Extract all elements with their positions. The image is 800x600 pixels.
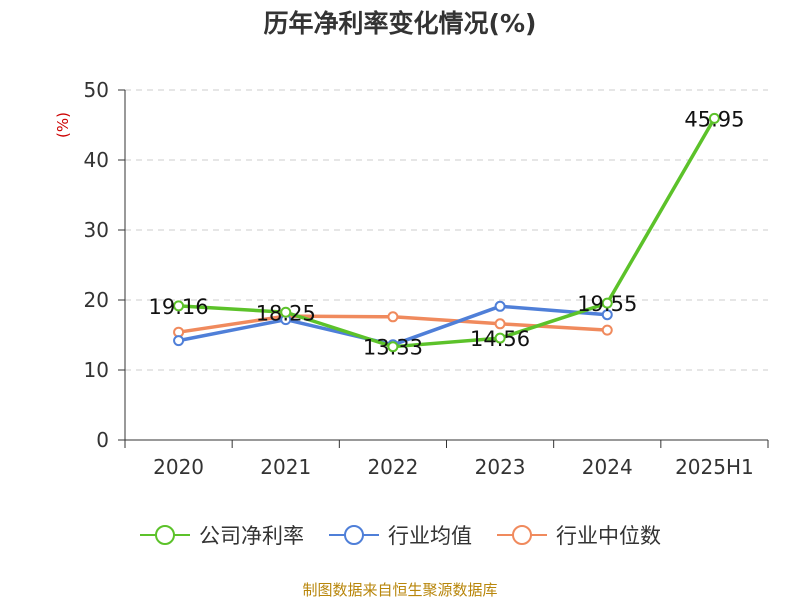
x-tick-label: 2022 (367, 455, 418, 479)
legend-marker-icon (497, 525, 547, 545)
y-tick-label: 50 (84, 78, 109, 102)
data-point (280, 306, 292, 318)
y-tick-label: 30 (84, 218, 109, 242)
data-point (601, 297, 613, 309)
data-labels: 19.16 18.25 13.33 14.56 19.55 45.95 (149, 107, 745, 359)
data-point (173, 335, 185, 347)
y-tick-label: 40 (84, 148, 109, 172)
source-note: 制图数据来自恒生聚源数据库 (302, 581, 498, 599)
data-point (708, 112, 720, 124)
y-axis-label: (%) (54, 112, 72, 138)
data-point (494, 300, 506, 312)
x-tick-label: 2021 (260, 455, 311, 479)
data-label: 13.33 (363, 336, 423, 360)
legend-item[interactable]: 行业中位数 (496, 520, 661, 550)
y-tick-label: 0 (96, 428, 109, 452)
legend-item[interactable]: 行业均值 (328, 520, 472, 550)
legend: 公司净利率 行业均值 行业中位数 (0, 520, 800, 550)
x-tick-label: 2024 (582, 455, 633, 479)
data-point (173, 300, 185, 312)
data-point (387, 341, 399, 353)
data-point (601, 309, 613, 321)
x-tick-label: 2023 (475, 455, 526, 479)
y-tick-label: 20 (84, 288, 109, 312)
data-point (494, 318, 506, 330)
data-label: 45.95 (684, 107, 744, 131)
data-label: 18.25 (256, 301, 316, 325)
legend-label: 行业均值 (388, 524, 472, 548)
legend-label: 公司净利率 (199, 524, 304, 548)
data-point (387, 311, 399, 323)
data-point (494, 332, 506, 344)
data-label: 14.56 (470, 327, 530, 351)
chart-title: 历年净利率变化情况(%) (263, 9, 537, 38)
legend-marker-icon (329, 525, 379, 545)
legend-item[interactable]: 公司净利率 (139, 520, 304, 550)
data-point (601, 324, 613, 336)
data-label: 19.16 (149, 295, 209, 319)
series-line (178, 117, 716, 349)
x-tick-label: 2020 (153, 455, 204, 479)
data-label: 19.55 (577, 292, 637, 316)
legend-marker-icon (140, 525, 190, 545)
y-tick-label: 10 (84, 358, 109, 382)
series-lines (173, 112, 720, 353)
legend-label: 行业中位数 (556, 524, 661, 548)
grid-lines (125, 89, 768, 371)
x-tick-label: 2025H1 (675, 455, 754, 479)
axes: 0 10 20 30 40 50 2020 2021 2022 2023 2024 2025H1 (84, 78, 769, 479)
